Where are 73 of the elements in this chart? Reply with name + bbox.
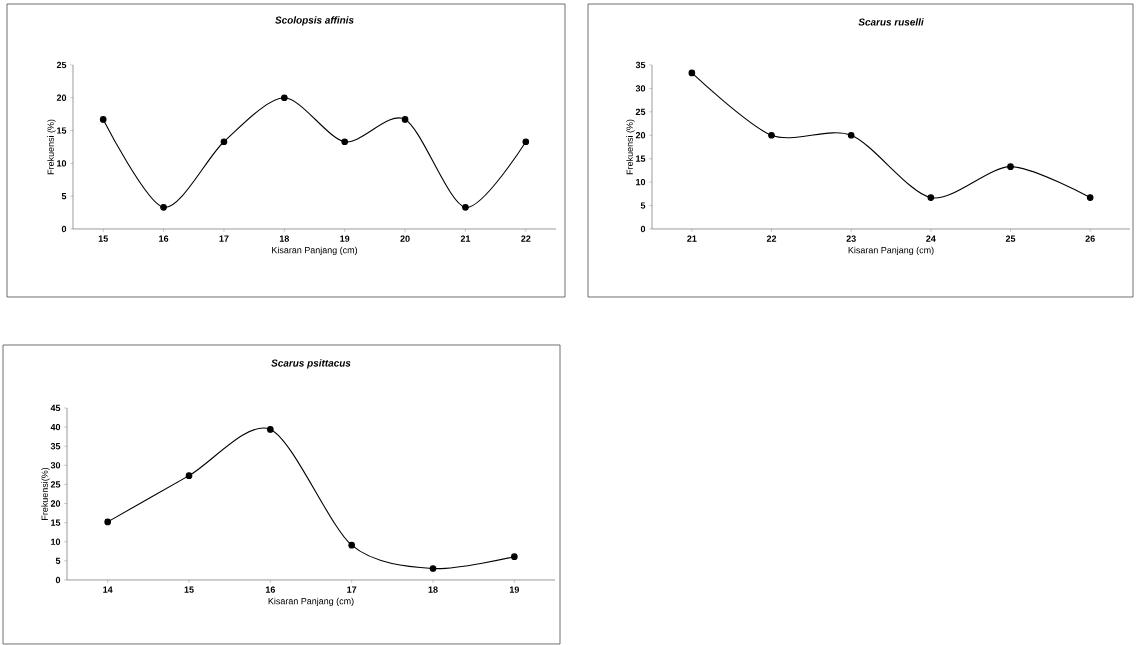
y-tick-label: 15 [51,519,61,526]
y-tick-label: 5 [55,557,61,565]
x-tick-label: 22 [766,235,777,242]
point [522,138,530,146]
point [267,426,274,433]
y-tick-label: 40 [50,423,61,431]
y-tick-label: 35 [635,61,646,69]
x-axis-title: Kisaran Panjang (cm) [268,597,354,607]
point [768,131,775,139]
y-axis-title: Frekuensi(%) [41,467,50,520]
y-tick-label: 25 [635,108,646,116]
point [280,94,288,102]
x-tick-label: 19 [340,235,350,242]
x-axis-title: Kisaran Panjang (cm) [848,246,934,256]
point [511,553,518,561]
point [348,541,356,549]
y-tick-label: 5 [61,193,67,200]
x-axis-title: Kisaran Panjang (cm) [272,246,358,256]
x-tick-label: 14 [103,586,113,593]
point [401,116,409,123]
x-tick-label: 20 [400,235,410,242]
chart-title: Scarus psittacus [271,359,351,369]
point [847,131,855,139]
y-tick-label: 10 [636,178,646,186]
y-tick-label: 45 [50,404,61,412]
point [927,194,935,201]
x-tick-label: 25 [1005,235,1016,242]
y-tick-label: 0 [640,225,646,233]
y-tick-label: 10 [51,538,61,545]
chart-title: Scarus ruselli [858,18,924,26]
y-tick-label: 20 [56,94,67,101]
y-tick-label: 20 [50,500,61,507]
point [688,69,696,77]
y-tick-label: 20 [635,132,646,139]
point [160,204,167,211]
y-axis-title: Frekuensi (%) [47,119,56,175]
x-tick-label: 16 [159,235,169,242]
point [99,116,107,123]
point [341,138,349,146]
point [220,138,228,146]
x-tick-label: 19 [509,586,519,593]
x-tick-label: 15 [184,586,194,593]
point [185,472,193,479]
x-tick-label: 26 [1085,235,1095,242]
y-tick-label: 30 [635,85,646,92]
chart-title: Scolopsis affinis [275,16,354,26]
x-tick-label: 15 [98,235,108,242]
point [104,518,112,526]
point [1007,163,1014,170]
point [1086,194,1094,201]
x-tick-label: 23 [846,235,856,242]
x-tick-label: 17 [219,235,229,242]
y-tick-label: 0 [61,225,67,233]
point [429,565,437,572]
y-tick-label: 35 [50,443,61,450]
y-tick-label: 10 [57,160,67,167]
y-tick-label: 5 [640,202,646,209]
y-tick-label: 25 [56,61,67,69]
x-tick-label: 21 [460,235,471,242]
x-tick-label: 22 [521,235,531,242]
x-tick-label: 24 [926,235,936,242]
x-tick-label: 18 [428,586,438,593]
y-tick-label: 15 [636,155,646,162]
y-tick-label: 15 [57,127,67,134]
point [462,204,469,211]
x-tick-label: 17 [347,586,357,593]
y-tick-label: 30 [50,462,61,469]
y-tick-label: 25 [50,481,61,488]
x-tick-label: 18 [279,235,290,242]
y-tick-label: 0 [55,576,61,584]
y-axis-title: Frekuensi (%) [626,119,635,175]
x-tick-label: 21 [687,235,697,242]
x-tick-label: 16 [265,586,275,593]
